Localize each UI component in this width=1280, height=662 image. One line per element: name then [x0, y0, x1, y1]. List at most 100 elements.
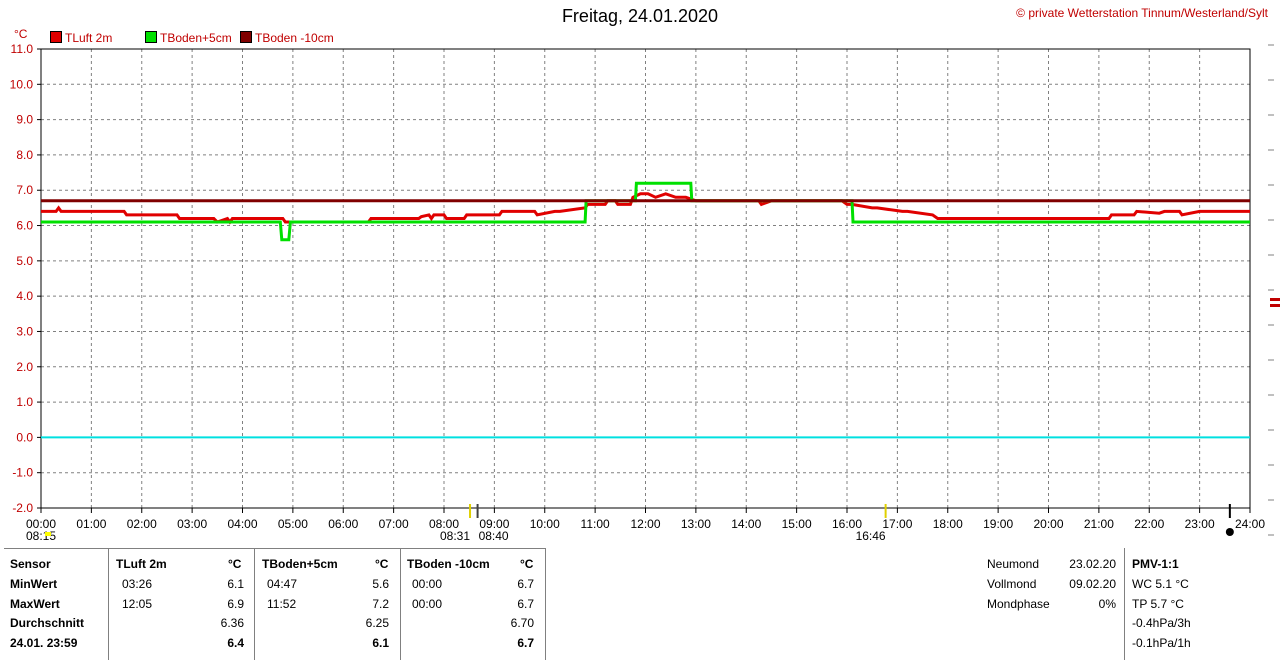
legend-label-tboden10: TBoden -10cm — [255, 31, 334, 45]
x-tick-label: 15:00 — [782, 517, 812, 531]
tboden5-max-time: 11:52 — [267, 597, 297, 611]
y-tick-label: -2.0 — [12, 501, 33, 515]
x-tick-label: 03:00 — [177, 517, 207, 531]
x-tick-label: 09:00 — [479, 517, 509, 531]
x-tick-label: 17:00 — [882, 517, 912, 531]
y-tick-label: 4.0 — [16, 289, 33, 303]
stats-unit-tluft: °C — [228, 557, 242, 571]
marker-swatch — [45, 532, 51, 536]
x-tick-label: 11:00 — [581, 517, 610, 531]
pmv-pressure-1h: -0.1hPa/1h — [1132, 636, 1191, 650]
tboden10-max-time: 00:00 — [412, 597, 443, 611]
stats-unit-tboden10: °C — [520, 557, 534, 571]
x-tick-label: 22:00 — [1134, 517, 1164, 531]
plot-frame — [40, 48, 1251, 509]
legend-label-tluft: TLuft 2m — [65, 31, 113, 45]
side-indicator — [1270, 298, 1280, 301]
y-tick-label: -1.0 — [12, 466, 33, 480]
x-tick-label: 07:00 — [379, 517, 409, 531]
stats-header-sensor: Sensor — [10, 557, 51, 571]
y-tick-label: 11.0 — [11, 42, 34, 56]
stats-header-tboden10: TBoden -10cm — [407, 557, 490, 571]
tboden5-min-time: 04:47 — [267, 577, 298, 591]
tboden10-current-value: 6.7 — [517, 636, 534, 650]
y-tick-label: 5.0 — [16, 254, 33, 268]
stats-row-label: 24.01. 23:59 — [10, 636, 78, 650]
legend-swatch-tluft — [50, 31, 62, 43]
y-tick-label: 1.0 — [16, 395, 33, 409]
y-tick-label: 0.0 — [16, 430, 33, 444]
tboden10-max-value: 6.7 — [517, 597, 534, 611]
y-tick-label: 8.0 — [16, 148, 33, 162]
x-tick-label: 14:00 — [731, 517, 761, 531]
tboden5-avg-value: 6.25 — [365, 616, 389, 630]
tluft-max-time: 12:05 — [122, 597, 153, 611]
pmv-pressure-3h: -0.4hPa/3h — [1132, 616, 1191, 630]
stats-separator — [108, 548, 109, 660]
pmv-header: PMV-1:1 — [1132, 557, 1179, 571]
stats-separator — [1124, 548, 1125, 660]
temperature-chart: 11.0 10.0 9.0 8.0 7.0 6.0 5.0 4.0 3.0 2.0 1.0 0.0 -1… — [10, 42, 1280, 543]
x-tick-label: 10:00 — [530, 517, 560, 531]
moon-label: Vollmond — [987, 577, 1037, 591]
y-tick-label: 10.0 — [10, 77, 34, 91]
tboden5-current-value: 6.1 — [372, 636, 389, 650]
tboden10-min-value: 6.7 — [517, 577, 534, 591]
moon-value: 09.02.20 — [1069, 577, 1116, 591]
x-tick-label: 16:00 — [832, 517, 862, 531]
y-tick-label: 9.0 — [16, 113, 33, 127]
x-tick-label: 21:00 — [1084, 517, 1114, 531]
stats-row-label: MaxWert — [10, 597, 60, 611]
x-tick-label: 13:00 — [681, 517, 711, 531]
x-tick-label: 12:00 — [630, 517, 660, 531]
tluft-current-value: 6.4 — [227, 636, 244, 650]
y-tick-label: 6.0 — [16, 219, 33, 233]
legend-swatch-tboden10 — [240, 31, 252, 43]
tboden10-min-time: 00:00 — [412, 577, 443, 591]
tboden10-avg-value: 6.70 — [510, 616, 534, 630]
stats-separator — [254, 548, 255, 660]
x-tick-label: 23:00 — [1185, 517, 1215, 531]
moon-label: Neumond — [987, 557, 1040, 571]
stats-header-tboden5: TBoden+5cm — [262, 557, 338, 571]
moon-label: Mondphase — [987, 597, 1050, 611]
legend-item-tluft: TLuft 2m — [50, 31, 112, 45]
pmv-dewpoint: TP 5.7 °C — [1132, 597, 1184, 611]
x-tick-label: 04:00 — [227, 517, 257, 531]
marker-mid-time-label: 08:40 — [479, 529, 509, 543]
tluft-max-value: 6.9 — [227, 597, 244, 611]
stats-row-label: Durchschnitt — [10, 616, 85, 630]
tluft-min-value: 6.1 — [227, 577, 244, 591]
stats-separator — [400, 548, 401, 660]
tboden5-min-value: 5.6 — [372, 577, 389, 591]
x-tick-label: 19:00 — [983, 517, 1013, 531]
sunrise-time-label: 08:31 — [440, 529, 470, 543]
sunset-time-label: 16:46 — [856, 529, 886, 543]
x-tick-label: 18:00 — [933, 517, 963, 531]
x-tick-label: 00:00 — [26, 517, 56, 531]
moon-value: 23.02.20 — [1069, 557, 1116, 571]
stats-panel: Sensor MinWert MaxWert Durchschnitt 24.0… — [4, 548, 1276, 660]
tluft-min-time: 03:26 — [122, 577, 153, 591]
legend-item-tboden5: TBoden+5cm — [145, 31, 232, 45]
stats-divider — [4, 548, 546, 549]
x-tick-label: 24:00 — [1235, 517, 1265, 531]
stats-header-tluft: TLuft 2m — [116, 557, 167, 571]
y-tick-label: 3.0 — [16, 324, 33, 338]
x-tick-label: 06:00 — [328, 517, 358, 531]
pmv-windchill: WC 5.1 °C — [1132, 577, 1189, 591]
stats-separator — [545, 548, 546, 660]
y-tick-label: 2.0 — [16, 360, 33, 374]
x-tick-label: 05:00 — [278, 517, 308, 531]
tboden5-max-value: 7.2 — [372, 597, 389, 611]
side-indicator — [1270, 304, 1280, 307]
copyright-text: © private Wetterstation Tinnum/Westerlan… — [1016, 6, 1268, 20]
y-axis-unit: °C — [14, 27, 28, 41]
x-tick-label: 01:00 — [76, 517, 106, 531]
marker-time-label: 08:15 — [26, 529, 56, 543]
stats-unit-tboden5: °C — [375, 557, 389, 571]
moon-value: 0% — [1098, 597, 1116, 611]
legend-swatch-tboden5 — [145, 31, 157, 43]
x-tick-label: 08:00 — [429, 517, 459, 531]
moon-phase-icon — [1225, 528, 1234, 536]
